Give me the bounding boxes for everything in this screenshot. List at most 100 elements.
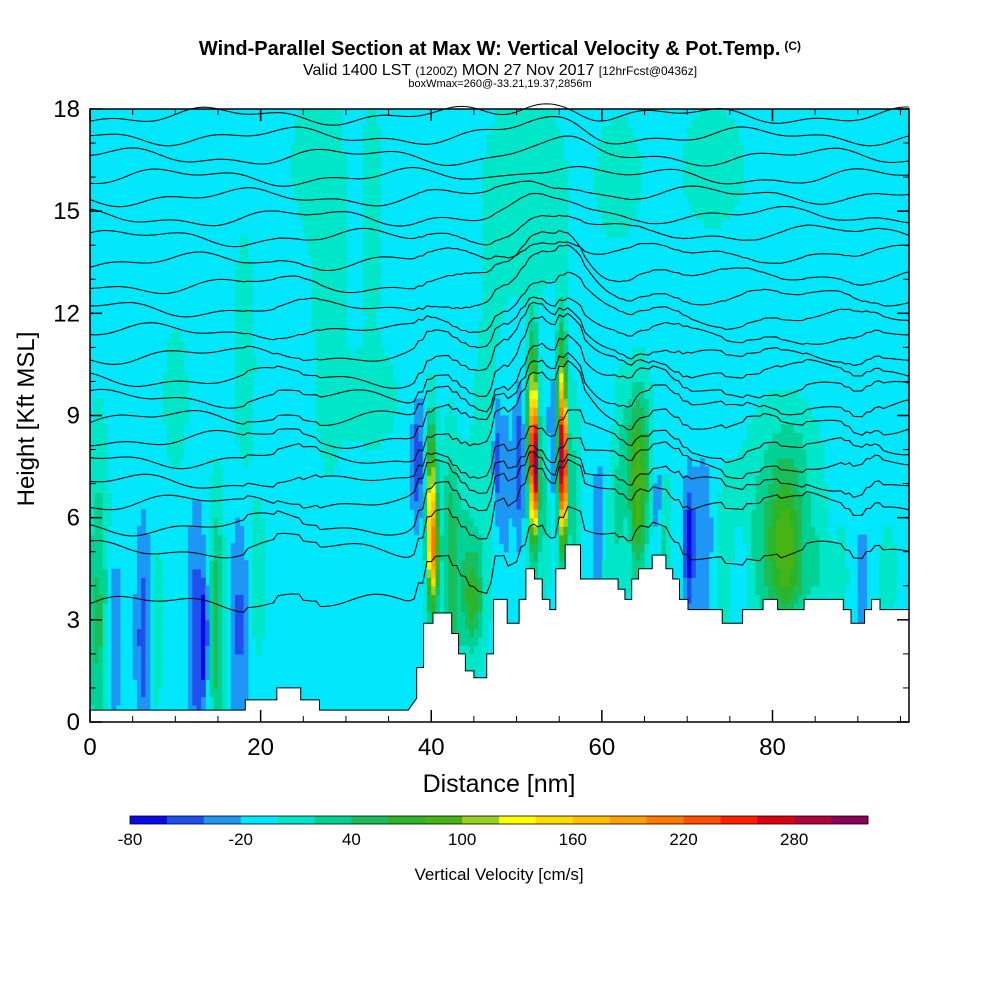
- field-cell: [533, 466, 539, 476]
- field-cell: [307, 134, 313, 144]
- field-cell: [111, 611, 117, 621]
- field-cell: [217, 662, 223, 672]
- field-cell: [550, 109, 556, 119]
- field-cell: [751, 500, 757, 510]
- field-cell: [324, 211, 330, 221]
- field-cell: [644, 466, 650, 476]
- field-cell: [230, 568, 236, 578]
- field-cell: [789, 449, 795, 459]
- field-cell: [610, 432, 616, 442]
- field-cell: [781, 389, 786, 400]
- field-cell: [810, 568, 816, 578]
- field-cell: [256, 509, 262, 519]
- field-cell: [192, 560, 198, 570]
- field-cell: [192, 509, 198, 519]
- field-cell: [465, 611, 471, 621]
- field-cell: [751, 449, 757, 459]
- field-cell: [367, 415, 373, 425]
- field-cell: [94, 475, 100, 485]
- field-cell: [738, 177, 744, 187]
- field-cell: [699, 126, 705, 136]
- field-cell: [712, 126, 718, 136]
- field-cell: [490, 185, 496, 195]
- field-cell: [798, 441, 803, 451]
- field-cell: [324, 236, 330, 246]
- field-cell: [627, 211, 633, 221]
- field-cell: [533, 304, 539, 314]
- field-cell: [508, 441, 513, 451]
- field-cell: [230, 636, 236, 646]
- field-cell: [691, 517, 697, 527]
- field-cell: [478, 602, 484, 612]
- field-cell: [550, 126, 556, 136]
- field-cell: [94, 424, 100, 434]
- field-cell: [179, 389, 185, 400]
- field-cell: [815, 560, 821, 570]
- field-cell: [367, 424, 373, 434]
- field-cell: [439, 449, 445, 459]
- field-cell: [546, 424, 552, 434]
- field-cell: [559, 236, 565, 246]
- field-cell: [520, 253, 526, 263]
- field-cell: [601, 194, 607, 204]
- field-cell: [260, 526, 266, 536]
- field-cell: [776, 534, 782, 544]
- field-cell: [222, 653, 228, 663]
- field-cell: [341, 194, 347, 204]
- field-cell: [495, 449, 501, 459]
- field-cell: [520, 441, 526, 451]
- field-cell: [179, 432, 185, 442]
- field-cell: [414, 415, 420, 425]
- field-cell: [217, 483, 223, 493]
- field-cell: [520, 143, 526, 153]
- field-cell: [537, 126, 543, 136]
- field-cell: [311, 245, 317, 255]
- field-cell: [499, 449, 505, 459]
- field-cell: [623, 228, 629, 238]
- field-cell: [324, 219, 330, 229]
- field-cell: [426, 534, 432, 544]
- field-cell: [537, 406, 543, 417]
- field-cell: [546, 560, 552, 570]
- field-cell: [422, 441, 428, 451]
- field-cell: [345, 432, 351, 442]
- field-cell: [192, 585, 198, 595]
- field-cell: [691, 143, 697, 153]
- field-cell: [316, 372, 321, 383]
- field-cell: [431, 466, 437, 476]
- field-cell: [153, 577, 159, 587]
- field-cell: [746, 509, 752, 519]
- field-cell: [815, 475, 821, 485]
- field-cell: [644, 458, 650, 468]
- field-cell: [90, 636, 95, 646]
- field-cell: [636, 424, 641, 434]
- field-cell: [648, 389, 654, 400]
- field-cell: [94, 594, 100, 604]
- field-cell: [461, 568, 466, 578]
- field-cell: [648, 492, 654, 502]
- field-cell: [631, 500, 637, 510]
- field-cell: [311, 270, 317, 280]
- field-cell: [482, 177, 488, 187]
- field-cell: [563, 466, 569, 476]
- field-cell: [623, 517, 629, 527]
- field-cell: [755, 406, 761, 417]
- field-cell: [158, 568, 164, 578]
- field-cell: [687, 551, 693, 561]
- field-cell: [533, 415, 539, 425]
- field-cell: [653, 500, 658, 510]
- field-cell: [102, 568, 108, 578]
- field-cell: [209, 704, 215, 715]
- field-cell: [508, 236, 513, 246]
- field-cell: [725, 526, 731, 536]
- field-cell: [333, 432, 339, 442]
- field-cell: [495, 330, 501, 340]
- field-cell: [554, 526, 560, 536]
- field-cell: [695, 475, 701, 485]
- field-cell: [90, 628, 95, 638]
- field-cell: [452, 534, 458, 544]
- field-cell: [324, 151, 330, 161]
- field-cell: [439, 475, 445, 485]
- field-cell: [444, 526, 449, 536]
- field-cell: [819, 594, 825, 604]
